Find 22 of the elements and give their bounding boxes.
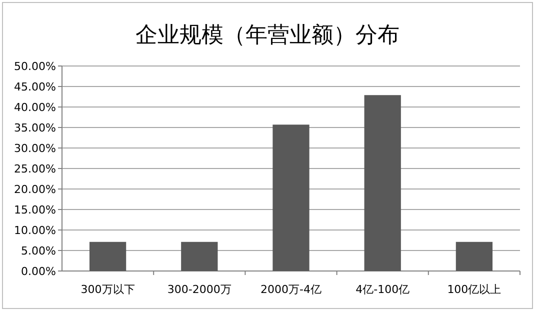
bar (272, 124, 310, 271)
x-tick-label: 300-2000万 (167, 283, 232, 296)
y-tick-label: 5.00% (21, 244, 56, 258)
x-tick-label: 2000万-4亿 (260, 283, 322, 296)
chart-title: 企业规模（年营业额）分布 (136, 23, 400, 48)
bar (181, 242, 218, 271)
bar (364, 95, 401, 271)
y-tick-label: 15.00% (14, 204, 56, 216)
bar (456, 242, 493, 271)
bar (89, 242, 126, 271)
y-tick-label: 25.00% (14, 162, 56, 176)
y-tick-label: 45.00% (14, 80, 56, 94)
y-tick-label: 0.00% (21, 265, 56, 278)
y-tick-label: 10.00% (14, 224, 56, 237)
x-tick-label: 300万以下 (80, 283, 135, 296)
y-tick-label: 20.00% (14, 183, 56, 196)
y-tick-label: 50.00% (14, 60, 56, 73)
x-tick-label: 4亿-100亿 (356, 283, 410, 296)
x-tick-label: 100亿以上 (447, 283, 502, 296)
y-tick-label: 40.00% (14, 101, 56, 114)
y-tick-label: 30.00% (14, 142, 56, 155)
y-tick-label: 35.00% (14, 122, 56, 134)
